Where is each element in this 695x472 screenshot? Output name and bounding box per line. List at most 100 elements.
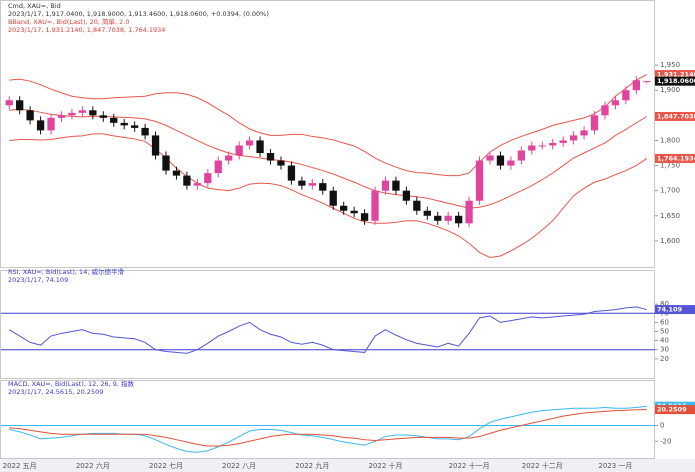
candle-body bbox=[26, 110, 34, 121]
rsi-panel bbox=[0, 270, 655, 379]
value-tag-bg bbox=[655, 76, 695, 86]
x-axis-strip bbox=[0, 459, 695, 472]
value-tag-bg bbox=[655, 405, 695, 415]
candle-body bbox=[298, 180, 306, 186]
candle-body bbox=[601, 105, 609, 116]
value-tag: 1,847.7038 bbox=[657, 112, 695, 120]
y-tick-label: 80 bbox=[660, 300, 669, 308]
bollinger-band bbox=[9, 133, 648, 258]
candle-body bbox=[287, 165, 296, 181]
y-tick-label: 0 bbox=[660, 422, 664, 430]
candle-body bbox=[611, 100, 620, 106]
price-panel bbox=[0, 0, 655, 268]
header-line: 2023/1/17, 1,931.2140, 1,847.7038, 1,764… bbox=[8, 26, 165, 34]
value-tag: 20.2509 bbox=[657, 406, 687, 414]
header-line: 2023/1/17, 24.5615, 20.2509 bbox=[8, 388, 103, 396]
y-tick-label: 1,800 bbox=[660, 136, 680, 144]
macd-panel bbox=[0, 380, 655, 459]
candle-body bbox=[454, 215, 463, 224]
value-tag-bg bbox=[655, 305, 695, 315]
x-tick-label: 2022 八月 bbox=[222, 462, 256, 470]
indicator-line bbox=[9, 409, 647, 447]
x-tick-label: 2022 十一月 bbox=[449, 461, 490, 470]
y-tick-label: 1,900 bbox=[660, 86, 680, 94]
candle-body bbox=[569, 135, 578, 141]
header-line: 2023/1/17, 74.109 bbox=[8, 276, 68, 284]
candle-body bbox=[643, 81, 651, 83]
value-tag-bg bbox=[655, 70, 695, 80]
candle-body bbox=[590, 115, 599, 131]
candle-body bbox=[120, 122, 128, 126]
candle-body bbox=[78, 110, 87, 113]
candle-body bbox=[549, 142, 557, 146]
candle-body bbox=[528, 145, 536, 151]
y-tick-label: 1,650 bbox=[660, 212, 680, 220]
candle-body bbox=[517, 150, 526, 161]
x-tick-label: 2022 九月 bbox=[295, 461, 329, 470]
candle-body bbox=[5, 100, 13, 106]
y-tick-label: 60 bbox=[660, 318, 669, 326]
candle-body bbox=[486, 155, 494, 161]
candle-body bbox=[68, 112, 76, 116]
candle-body bbox=[538, 145, 546, 147]
candle-body bbox=[413, 200, 421, 211]
candle-body bbox=[130, 125, 139, 128]
candle-body bbox=[350, 210, 358, 214]
y-tick-label: 40 bbox=[660, 337, 669, 345]
y-tick-label: 1,750 bbox=[660, 162, 680, 170]
y-tick-label: 30 bbox=[660, 346, 669, 354]
x-tick-label: 2022 六月 bbox=[76, 461, 110, 470]
y-tick-label: 1,600 bbox=[660, 237, 680, 245]
x-tick-label: 2022 五月 bbox=[3, 462, 37, 470]
candle-body bbox=[36, 120, 45, 131]
candle-body bbox=[632, 80, 640, 91]
y-tick-label: 50 bbox=[660, 328, 669, 336]
value-tag-bg bbox=[655, 153, 695, 163]
candle-body bbox=[89, 110, 97, 116]
candle-body bbox=[329, 190, 337, 206]
candle-body bbox=[266, 153, 275, 161]
candle-body bbox=[277, 160, 285, 166]
candle-body bbox=[204, 173, 212, 184]
candle-body bbox=[475, 160, 484, 201]
value-tag: 1,931.2140 bbox=[657, 71, 695, 79]
candle-body bbox=[245, 140, 254, 146]
candle-body bbox=[225, 155, 233, 161]
x-tick-label: 2022 十二月 bbox=[522, 461, 563, 470]
value-tag: 1,918.0600 bbox=[657, 77, 695, 85]
candle-body bbox=[402, 190, 411, 201]
candle-body bbox=[371, 190, 379, 221]
candle-body bbox=[162, 155, 170, 171]
candle-body bbox=[183, 175, 191, 186]
candle-body bbox=[235, 145, 243, 156]
header-line: MACD, XAU=, Bid(Last), 12, 26, 9, 指数 bbox=[8, 379, 135, 388]
x-tick-label: 2022 十月 bbox=[368, 461, 402, 470]
candle-body bbox=[151, 135, 160, 156]
candle-body bbox=[496, 155, 505, 166]
candle-body bbox=[57, 115, 66, 118]
header-line: Cmd, XAU=, Bid bbox=[8, 2, 61, 10]
bollinger-band bbox=[9, 74, 648, 177]
candle-body bbox=[360, 213, 369, 221]
y-tick-label: -20 bbox=[660, 437, 671, 445]
indicator-line bbox=[9, 405, 647, 453]
candle-body bbox=[16, 100, 24, 111]
header-line: RSI, XAU=, Bid(Last), 14, 威尔德平滑 bbox=[8, 267, 124, 276]
candle-body bbox=[622, 90, 630, 101]
header-line: BBand, XAU=, Bid(Last), 20, 简单, 2.0 bbox=[8, 17, 130, 26]
candle-body bbox=[47, 117, 55, 131]
candle-body bbox=[256, 140, 264, 153]
candle-body bbox=[308, 183, 316, 186]
candle-body bbox=[110, 117, 118, 123]
candle-body bbox=[381, 180, 390, 191]
candle-body bbox=[141, 127, 149, 136]
y-tick-label: 1,950 bbox=[660, 61, 680, 69]
value-tag: 1,764.1934 bbox=[657, 154, 695, 162]
candle-body bbox=[444, 215, 452, 221]
indicator-line bbox=[8, 306, 647, 354]
candle-body bbox=[423, 210, 431, 216]
candle-body bbox=[465, 200, 473, 224]
